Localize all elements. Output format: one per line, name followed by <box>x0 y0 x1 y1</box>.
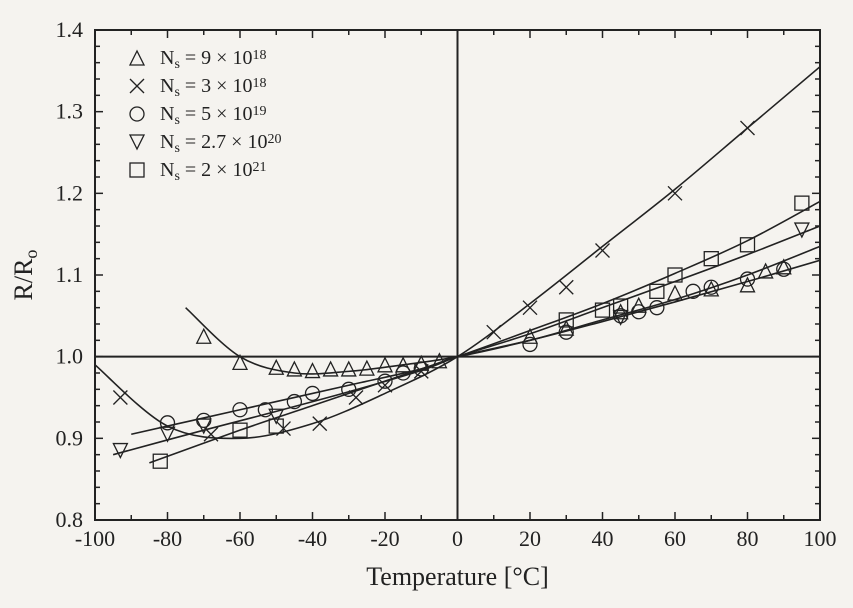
x-tick-label: 20 <box>519 526 541 551</box>
chart-background <box>0 0 853 608</box>
y-tick-label: 0.9 <box>56 425 84 450</box>
y-tick-label: 0.8 <box>56 507 84 532</box>
chart-container: -100-80-60-40-200204060801000.80.91.01.1… <box>0 0 853 608</box>
y-tick-label: 1.4 <box>56 17 84 42</box>
y-tick-label: 1.0 <box>56 344 84 369</box>
x-tick-label: 0 <box>452 526 463 551</box>
chart-svg: -100-80-60-40-200204060801000.80.91.01.1… <box>0 0 853 608</box>
x-tick-label: -40 <box>298 526 327 551</box>
x-tick-label: -20 <box>370 526 399 551</box>
y-tick-label: 1.3 <box>56 99 84 124</box>
x-tick-label: 60 <box>664 526 686 551</box>
x-tick-label: 80 <box>737 526 759 551</box>
x-tick-label: 40 <box>592 526 614 551</box>
x-axis-label: Temperature [°C] <box>366 562 549 591</box>
x-tick-label: -60 <box>225 526 254 551</box>
y-tick-label: 1.1 <box>56 262 84 287</box>
x-tick-label: 100 <box>804 526 837 551</box>
y-tick-label: 1.2 <box>56 180 84 205</box>
x-tick-label: -80 <box>153 526 182 551</box>
